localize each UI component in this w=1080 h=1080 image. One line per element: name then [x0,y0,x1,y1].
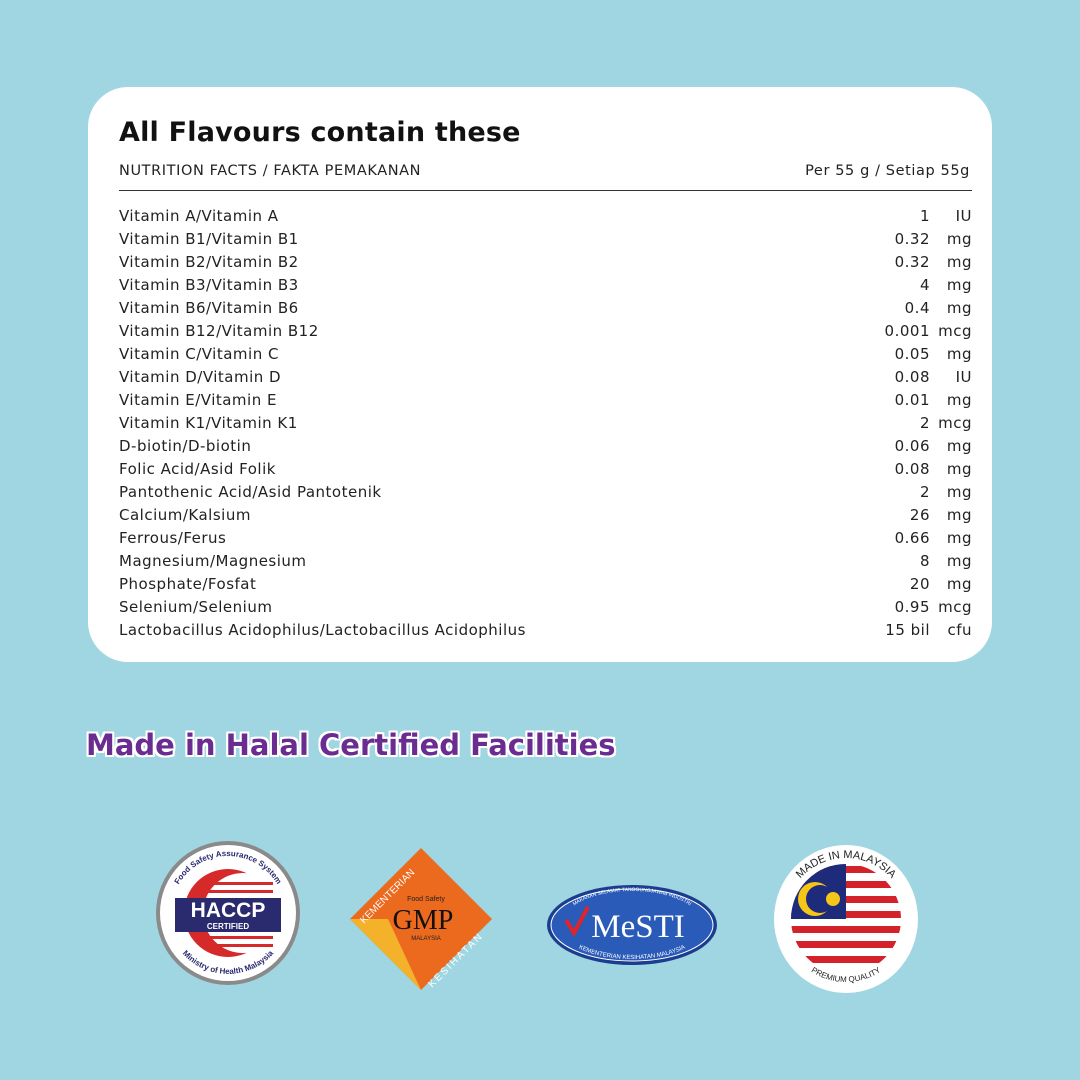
nutrient-unit: mg [946,390,972,409]
nutrient-name: Calcium/Kalsium [119,505,251,524]
nutrient-value: 0.08 [894,459,930,478]
nutrient-row: Vitamin B12/Vitamin B12 0.001 mcg [119,319,972,342]
nutrient-unit: mg [946,551,972,570]
nutrient-value: 0.32 [894,229,930,248]
nutrient-value: 1 [919,206,930,225]
nutrient-row: Vitamin K1/Vitamin K1 2 mcg [119,411,972,434]
nutrient-name: Vitamin B6/Vitamin B6 [119,298,299,317]
nutrient-name: Vitamin B12/Vitamin B12 [119,321,319,340]
nutrient-name: Folic Acid/Asid Folik [119,459,276,478]
nutrient-value: 20 [909,574,930,593]
nutrient-value: 2 [919,482,930,501]
nutrient-name: Ferrous/Ferus [119,528,227,547]
nutrient-unit: mg [946,574,972,593]
nutrient-unit: mcg [938,321,972,340]
haccp-main-text: HACCP [191,899,266,922]
gmp-small-text: Food Safety [407,896,445,903]
nutrient-name: Vitamin B1/Vitamin B1 [119,229,299,248]
nutrient-row: Vitamin D/Vitamin D 0.08 IU [119,365,972,388]
nutrient-name: Phosphate/Fosfat [119,574,257,593]
header-right: Per 55 g / Setiap 55g [805,163,970,179]
nutrient-unit: mg [946,528,972,547]
nutrient-row: Vitamin B3/Vitamin B3 4 mg [119,273,972,296]
nutrient-row: Folic Acid/Asid Folik 0.08 mg [119,457,972,480]
nutrient-unit: mg [946,298,972,317]
check-icon [564,906,590,938]
nutrient-name: Selenium/Selenium [119,597,273,616]
nutrient-row: Vitamin E/Vitamin E 0.01 mg [119,388,972,411]
nutrient-unit: mg [946,252,972,271]
nutrient-name: Vitamin A/Vitamin A [119,206,279,225]
nutrient-value: 8 [919,551,930,570]
nutrient-value: 0.32 [894,252,930,271]
nutrient-name: Pantothenic Acid/Asid Pantotenik [119,482,382,501]
nutrient-row: Calcium/Kalsium 26 mg [119,503,972,526]
nutrient-value: 26 [909,505,930,524]
nutrient-row: Vitamin B2/Vitamin B2 0.32 mg [119,250,972,273]
haccp-logo: HACCP CERTIFIED Food Safety Assurance Sy… [156,841,300,985]
nutrition-card: All Flavours contain these NUTRITION FAC… [88,87,992,662]
nutrient-row: Lactobacillus Acidophilus/Lactobacillus … [119,618,972,641]
nutrient-unit: mg [946,229,972,248]
nutrient-name: Magnesium/Magnesium [119,551,307,570]
gmp-sub-text: MALAYSIA [411,936,441,942]
nutrition-header: NUTRITION FACTS / FAKTA PEMAKANAN Per 55… [119,163,970,179]
gmp-logo: KEMENTERIAN KESIHATAN Food Safety GMP MA… [350,848,492,990]
nutrient-name: D-biotin/D-biotin [119,436,252,455]
nutrient-name: Lactobacillus Acidophilus/Lactobacillus … [119,620,526,639]
nutrient-row: Magnesium/Magnesium 8 mg [119,549,972,572]
made-in-malaysia-logo: MADE IN MALAYSIA PREMIUM QUALITY [774,845,918,993]
gmp-main-text: GMP [393,905,454,936]
haccp-sub-text: CERTIFIED [207,922,249,931]
nutrient-name: Vitamin K1/Vitamin K1 [119,413,298,432]
nutrient-value: 0.001 [884,321,930,340]
header-left: NUTRITION FACTS / FAKTA PEMAKANAN [119,163,422,179]
nutrient-row: Vitamin C/Vitamin C 0.05 mg [119,342,972,365]
divider [119,190,972,191]
nutrient-row: Ferrous/Ferus 0.66 mg [119,526,972,549]
nutrient-row: D-biotin/D-biotin 0.06 mg [119,434,972,457]
nutrient-unit: mcg [938,597,972,616]
nutrient-unit: mg [946,459,972,478]
nutrient-value: 0.08 [894,367,930,386]
malaysia-flag-icon [791,864,901,974]
nutrient-unit: mg [946,436,972,455]
mesti-main-text: MeSTI [591,909,685,945]
nutrient-row: Vitamin A/Vitamin A 1 IU [119,204,972,227]
nutrient-value: 4 [919,275,930,294]
nutrient-name: Vitamin C/Vitamin C [119,344,279,363]
nutrient-unit: mcg [938,413,972,432]
nutrient-name: Vitamin E/Vitamin E [119,390,277,409]
nutrient-row: Vitamin B1/Vitamin B1 0.32 mg [119,227,972,250]
halal-heading: Made in Halal Certified Facilities [86,728,616,762]
nutrient-value: 0.01 [894,390,930,409]
nutrient-unit: IU [955,206,972,225]
nutrient-value: 2 [919,413,930,432]
nutrient-value: 0.95 [894,597,930,616]
nutrient-value: 15 bil [885,620,930,639]
nutrient-name: Vitamin B2/Vitamin B2 [119,252,299,271]
card-title: All Flavours contain these [119,117,521,148]
nutrient-unit: mg [946,275,972,294]
nutrient-value: 0.05 [894,344,930,363]
nutrient-unit: mg [946,344,972,363]
nutrient-value: 0.66 [894,528,930,547]
mesti-logo: MeSTI MAKANAN SELAMAT TANGGUNGJAWAB INDU… [547,885,717,965]
nutrient-row: Vitamin B6/Vitamin B6 0.4 mg [119,296,972,319]
nutrient-row: Selenium/Selenium 0.95 mcg [119,595,972,618]
nutrient-row: Phosphate/Fosfat 20 mg [119,572,972,595]
nutrient-name: Vitamin D/Vitamin D [119,367,282,386]
nutrient-value: 0.06 [894,436,930,455]
nutrient-name: Vitamin B3/Vitamin B3 [119,275,299,294]
nutrient-value: 0.4 [904,298,930,317]
nutrient-row: Pantothenic Acid/Asid Pantotenik 2 mg [119,480,972,503]
nutrient-unit: IU [955,367,972,386]
nutrient-unit: cfu [947,620,972,639]
nutrition-table: Vitamin A/Vitamin A 1 IU Vitamin B1/Vitamin… [119,204,972,641]
nutrient-unit: mg [946,505,972,524]
nutrient-unit: mg [946,482,972,501]
